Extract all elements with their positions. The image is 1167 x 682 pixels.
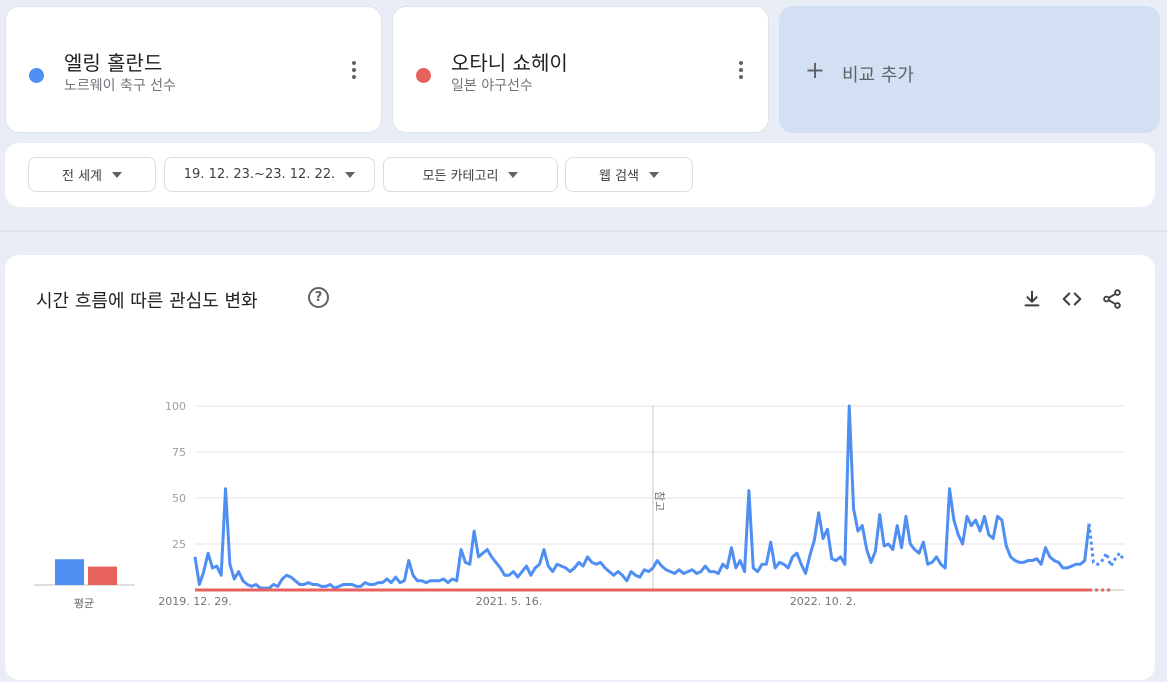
average-bar xyxy=(55,559,84,585)
interest-line-chart: 25 50 75 100 2019. 12. 29. 2021. 5. 16. 2022. … xyxy=(34,400,1126,608)
average-bar xyxy=(88,566,117,585)
series-color-dot xyxy=(416,68,431,83)
x-tick-label: 2022. 10. 2. xyxy=(790,595,856,608)
search-type-dropdown[interactable]: 웹 검색 xyxy=(565,157,693,192)
caret-down-icon xyxy=(112,171,122,178)
section-divider xyxy=(0,230,1167,232)
series-partial-line-0 xyxy=(1087,523,1126,570)
note-marker-label: 참고 xyxy=(653,491,666,511)
help-icon[interactable]: ? xyxy=(308,287,329,308)
series-line-0 xyxy=(193,404,1091,590)
date-range-dropdown[interactable]: 19. 12. 23.~23. 12. 22. xyxy=(164,157,375,192)
interest-over-time-panel: 시간 흐름에 따른 관심도 변화 ? 25 50 75 100 2019. 12. 29… xyxy=(5,255,1155,680)
region-dropdown[interactable]: 전 세계 xyxy=(28,157,156,192)
category-dropdown[interactable]: 모든 카테고리 xyxy=(383,157,558,192)
search-type-value: 웹 검색 xyxy=(598,169,639,184)
plus-icon: + xyxy=(805,56,826,84)
add-comparison-button[interactable]: + 비교 추가 xyxy=(779,6,1160,133)
y-tick-label: 25 xyxy=(172,538,186,551)
embed-code-icon[interactable] xyxy=(1061,288,1083,310)
more-vert-icon[interactable] xyxy=(349,61,359,83)
caret-down-icon xyxy=(345,171,356,178)
filter-bar: 전 세계 19. 12. 23.~23. 12. 22. 모든 카테고리 웹 검… xyxy=(5,143,1155,207)
more-vert-icon[interactable] xyxy=(736,61,746,83)
share-icon[interactable] xyxy=(1101,288,1123,310)
term-name: 엘링 홀란드 xyxy=(64,51,163,75)
y-tick-label: 50 xyxy=(172,492,186,505)
term-card-ohtani[interactable]: 오타니 쇼헤이 일본 야구선수 xyxy=(392,6,769,133)
region-value: 전 세계 xyxy=(61,169,102,184)
y-tick-label: 100 xyxy=(165,400,186,413)
term-subtitle: 일본 야구선수 xyxy=(451,78,533,94)
y-tick-label: 75 xyxy=(172,446,186,459)
date-range-value: 19. 12. 23.~23. 12. 22. xyxy=(183,167,336,182)
add-comparison-label: 비교 추가 xyxy=(842,65,914,86)
caret-down-icon xyxy=(508,171,519,178)
term-card-haaland[interactable]: 엘링 홀란드 노르웨이 축구 선수 xyxy=(5,6,382,133)
caret-down-icon xyxy=(649,171,659,178)
x-tick-label: 2021. 5. 16. xyxy=(476,595,542,608)
term-name: 오타니 쇼헤이 xyxy=(451,51,568,75)
average-label: 평균 xyxy=(73,597,95,610)
series-color-dot xyxy=(29,68,44,83)
category-value: 모든 카테고리 xyxy=(422,169,499,184)
x-tick-label: 2019. 12. 29. xyxy=(158,595,231,608)
chart-title: 시간 흐름에 따른 관심도 변화 xyxy=(36,291,258,312)
download-icon[interactable] xyxy=(1021,288,1043,310)
term-subtitle: 노르웨이 축구 선수 xyxy=(64,78,176,94)
